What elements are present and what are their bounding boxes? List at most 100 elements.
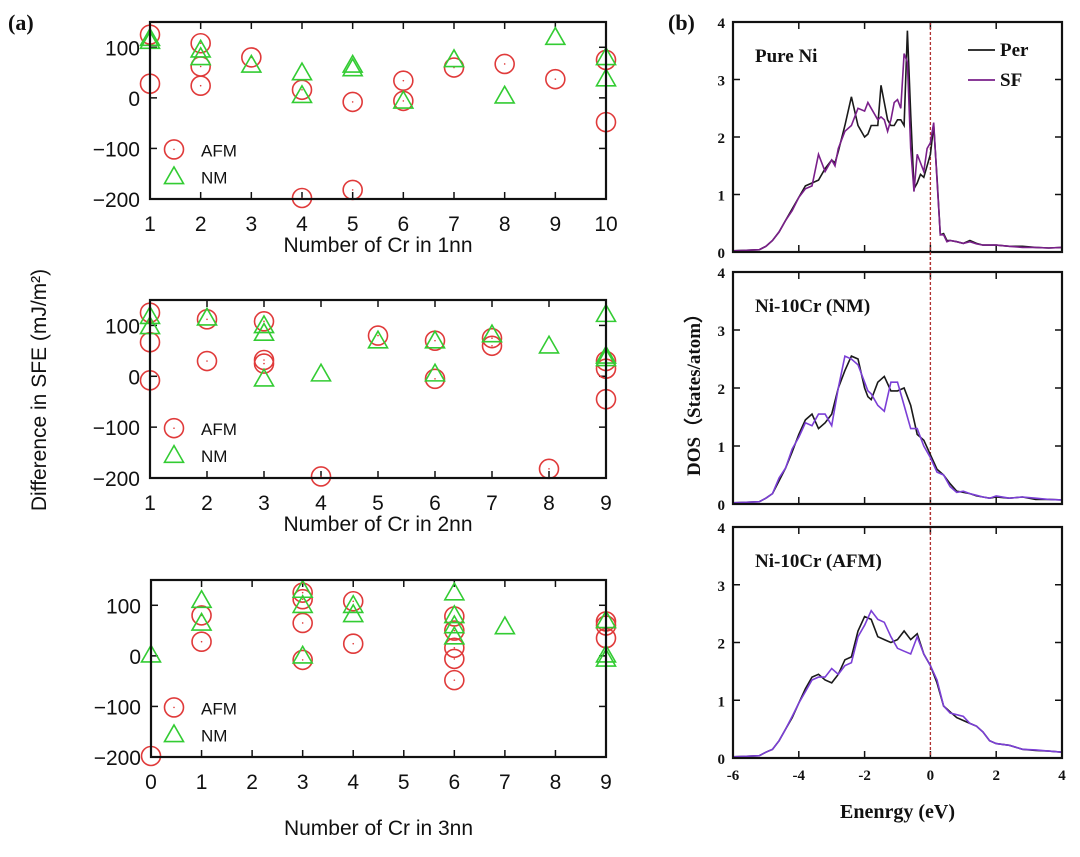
chart-dos-ni10cr-afm: -6 -4 -2 0 2 4 0 1 2 3 4 Ni-10Cr (AFM) Enenrgy (eV) [718,507,1066,823]
afm-point [241,47,262,68]
afm-point [444,648,465,670]
y-tick-label: 100 [106,595,141,618]
x-axis-label: Number of Cr in 1nn [283,234,472,257]
nm-point [544,26,567,46]
nm-point [538,334,560,354]
x-tick-label: 10 [594,213,617,236]
afm-point [342,633,364,655]
afm-point [443,57,465,78]
x-tick-label: 6 [397,213,409,236]
afm-point [191,631,212,652]
x-tick-label: 5 [347,213,359,236]
afm-point [342,590,364,612]
afm-point [292,612,313,634]
nm-point [367,329,389,349]
chart-sfe-1nn: 1 2 3 4 5 6 7 8 9 10 −200 −100 0 100 AFM NM Number of Cr… [93,20,618,257]
afm-point-center [301,591,304,594]
nm-point [291,644,314,664]
nm-point [494,615,516,635]
afm-point-center [491,344,493,347]
y-axis-label-sfe: Difference in SFE (mJ/m²) [28,269,51,511]
afm-point-center [206,360,208,362]
x-tick-label: 0 [927,768,935,784]
x-tick-label: 3 [245,213,257,236]
afm-point [253,311,275,332]
dos-line-sf [733,609,1062,758]
nm-point [424,362,446,382]
y-axis-label-dos: DOS（States/atom） [682,304,705,476]
panel-label-b: (b) [668,10,695,35]
x-tick-label: 4 [1058,768,1066,784]
afm-point [196,350,218,372]
afm-point-center [320,475,322,478]
x-tick-label: 7 [448,213,460,236]
nm-point [189,46,212,66]
afm-point-center [402,100,405,102]
legend-marker-nm [163,444,185,464]
afm-point-center [548,468,550,470]
x-tick-label: 3 [297,771,309,794]
nm-point [443,625,466,645]
x-tick-label: 2 [992,768,1000,784]
y-tick-label: 2 [718,131,726,147]
afm-point-center [453,679,456,681]
afm-point-center [301,88,303,91]
chart-sfe-2nn: 1 2 3 4 5 6 7 8 9 −200 −100 0 100 AFM NM Number of Cr i… [93,298,617,536]
dos-line-sf [733,53,1062,252]
x-tick-label: 9 [600,492,612,515]
nm-point [190,589,213,609]
x-tick-label: 4 [347,771,359,794]
nm-point [424,329,446,349]
afm-point-center [554,78,557,80]
afm-point-center [301,598,304,601]
y-tick-label: 3 [718,74,726,90]
afm-point [292,582,313,603]
y-tick-label: 1 [718,440,726,456]
x-tick-label: 5 [372,492,384,515]
nm-point [443,614,466,634]
plot-frame [148,20,608,201]
afm-point [367,325,389,346]
y-tick-label: 4 [718,521,726,537]
nm-point [253,314,275,334]
afm-point-center [377,334,379,337]
afm-point [444,637,465,659]
x-tick-label: 7 [486,492,498,515]
legend-marker-afm [163,139,185,160]
afm-point [494,53,515,75]
x-axis-label: Number of Cr in 2nn [283,513,472,536]
nm-point [310,362,332,382]
y-tick-label: 2 [718,382,726,398]
y-tick-label: 100 [105,37,140,60]
legend-label-afm: AFM [201,420,237,439]
x-tick-label: 6 [429,492,441,515]
y-tick-label: 4 [718,266,726,282]
x-tick-label: -4 [793,768,806,784]
afm-point [444,620,465,641]
y-tick-label: 0 [718,498,726,514]
afm-point [190,32,211,54]
x-tick-label: 3 [258,492,270,515]
x-axis-label: Number of Cr in 3nn [284,817,473,840]
afm-point [292,649,313,671]
afm-point [310,466,332,487]
plot-frame [731,270,1064,506]
nm-point [443,604,466,624]
y-tick-label: −100 [93,138,140,161]
y-tick-label: 100 [105,315,140,338]
panel-title: Ni-10Cr (AFM) [755,551,882,572]
plot-frame [149,578,608,759]
x-tick-label: 9 [549,213,561,236]
nm-point [291,84,313,104]
afm-point-center [199,42,202,45]
y-tick-label: 2 [718,637,726,653]
plot-frame [731,525,1064,760]
afm-point-center [434,378,436,380]
nm-point [493,84,516,104]
nm-point [253,367,275,387]
legend-marker-nm [163,723,185,743]
dos-line-per [733,355,1062,504]
nm-point [291,61,313,81]
y-tick-label: −200 [93,189,140,212]
